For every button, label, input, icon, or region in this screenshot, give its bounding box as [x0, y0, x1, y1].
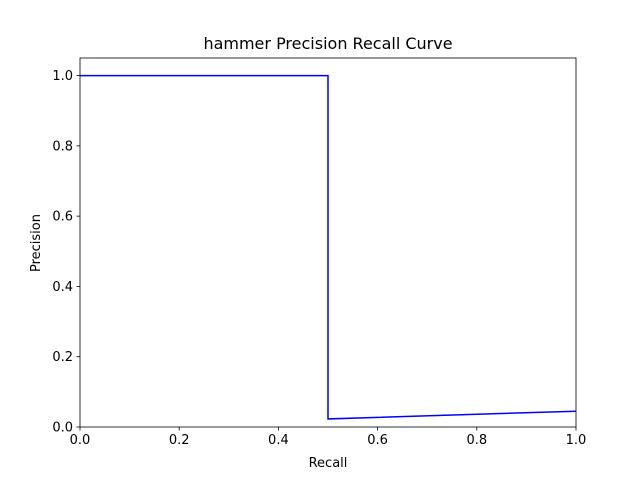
y-tick-label: 0.2: [52, 350, 73, 365]
chart-title: hammer Precision Recall Curve: [203, 34, 452, 53]
y-tick-label: 0.4: [52, 280, 73, 295]
y-tick-label: 0.8: [52, 139, 73, 154]
x-tick-label: 0.2: [169, 433, 190, 448]
x-tick-label: 0.8: [466, 433, 487, 448]
y-axis-label: Precision: [29, 214, 44, 272]
pr-curve-line-0: [80, 74, 577, 420]
x-tick-label: 0.4: [268, 433, 289, 448]
y-tick-label: 0.0: [52, 421, 73, 436]
x-tick-label: 0.0: [70, 433, 91, 448]
axes-frame: [79, 57, 577, 428]
x-axis-label: Recall: [309, 456, 348, 471]
y-tick-label: 0.6: [52, 210, 73, 225]
plot-area: 0.0 0.2 0.4 0.6 0.8 1.0 0.0 0.2 0.4 0.6 0.8 1.0: [52, 57, 587, 448]
x-tick-label: 0.6: [367, 433, 388, 448]
x-tick-label: 1.0: [566, 433, 587, 448]
y-tick-label: 1.0: [52, 69, 73, 84]
